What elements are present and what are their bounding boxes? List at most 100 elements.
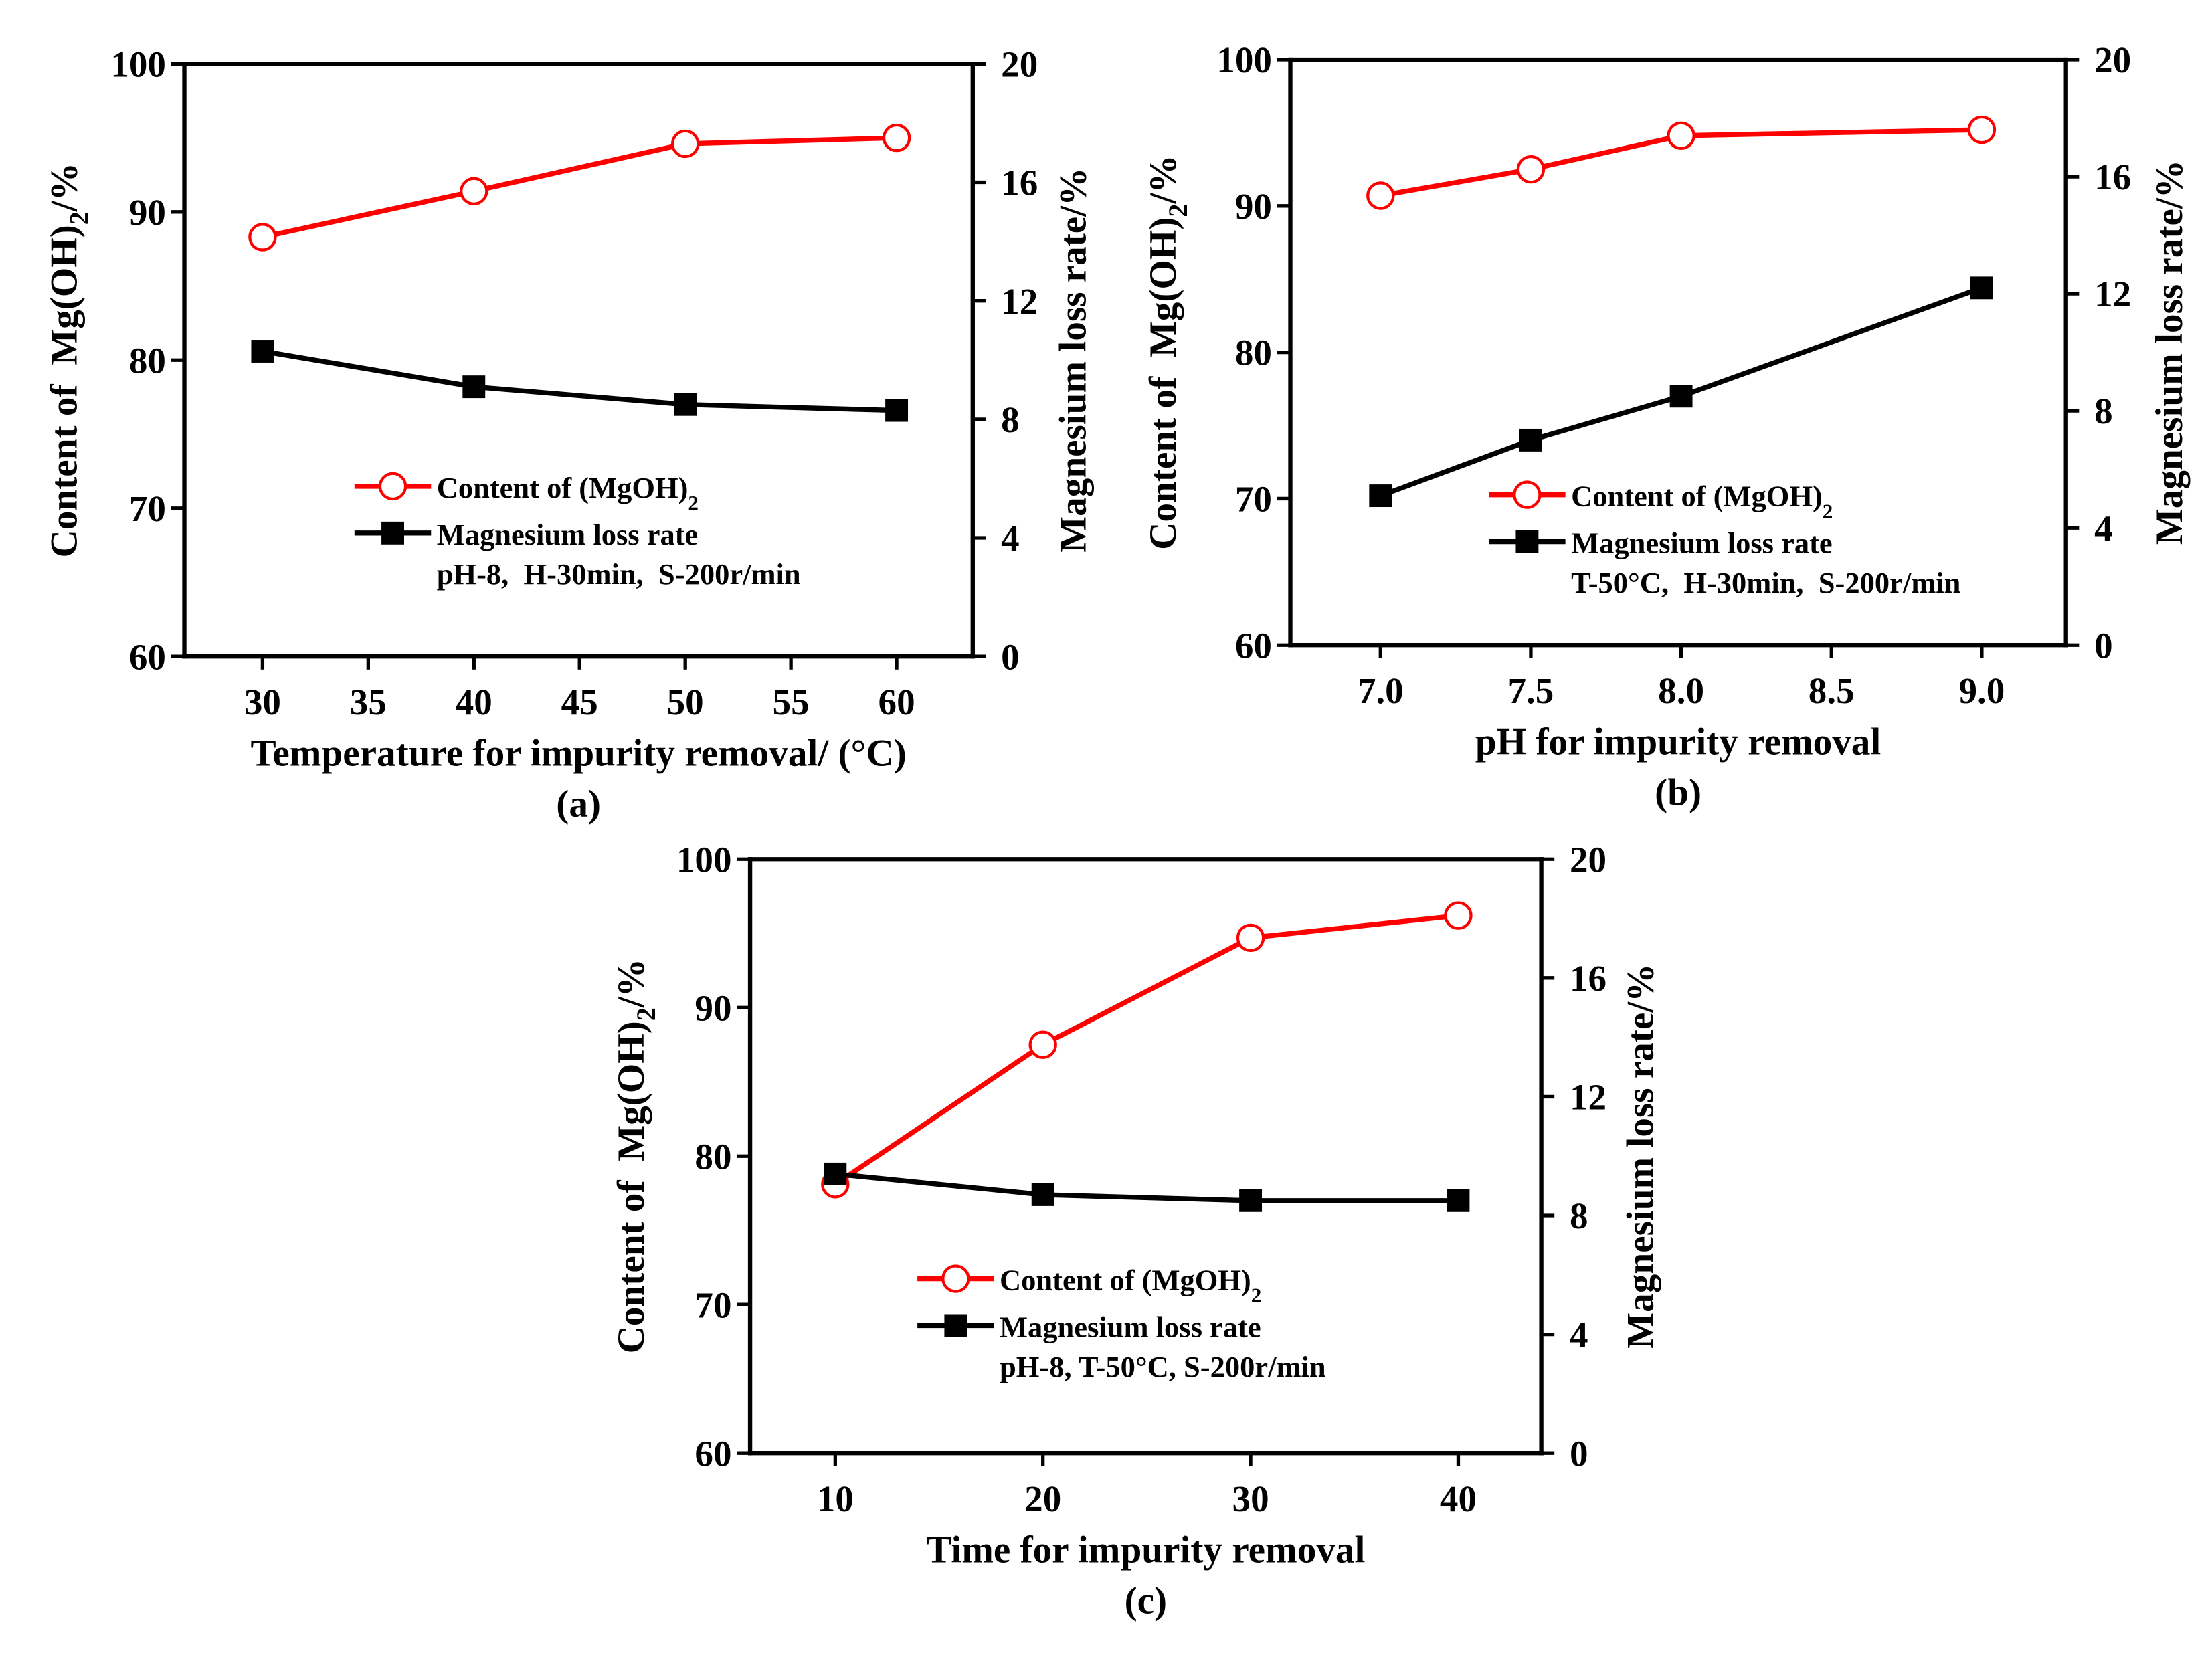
legend-marker-magnesium-loss-rate bbox=[381, 521, 404, 545]
y-axis-title-left: Content of Mg(OH)2/% bbox=[43, 163, 94, 557]
panel-caption: (c) bbox=[1125, 1580, 1168, 1622]
axes bbox=[171, 62, 986, 670]
data-point-content-mgoh2 bbox=[1366, 181, 1395, 210]
x-tick-label: 45 bbox=[561, 682, 598, 722]
y-tick-label-right: 20 bbox=[2094, 39, 2131, 80]
data-point-content-mgoh2 bbox=[1516, 155, 1546, 184]
x-tick-label: 8.0 bbox=[1658, 670, 1704, 711]
y-axis-title-left-main: Content of Mg(OH) bbox=[1141, 217, 1184, 550]
data-point-content-mgoh2 bbox=[670, 129, 700, 159]
legend-marker-magnesium-loss-rate bbox=[944, 1314, 967, 1337]
y-tick-label-right: 0 bbox=[1570, 1433, 1588, 1474]
legend-label-content-mgoh2-main: Content of (MgOH) bbox=[1000, 1263, 1251, 1296]
y-tick-label-right: 4 bbox=[1570, 1315, 1588, 1355]
chart-panel-b: 7.0 7.5 8.0 8.5 9.0 60 70 80 90 100 0 4 8 12 16 20 pH fo… bbox=[1141, 39, 2191, 814]
legend-conditions-note: pH-8, H-30min, S-200r/min bbox=[437, 557, 801, 591]
series-line-content-mgoh2 bbox=[1380, 127, 1982, 199]
series-content-mgoh2 bbox=[1366, 115, 1997, 210]
legend: Content of (MgOH)2 Magnesium loss rate pH-… bbox=[917, 1263, 1326, 1383]
y-tick-label-left: 90 bbox=[695, 987, 731, 1028]
y-tick-label-left: 60 bbox=[1235, 625, 1272, 666]
axes bbox=[737, 857, 1555, 1466]
legend-marker-content-mgoh2 bbox=[941, 1264, 970, 1293]
y-tick-label-right: 4 bbox=[1001, 518, 1020, 559]
y-axis-title-right: Magnesium loss rate/% bbox=[2148, 160, 2191, 545]
y-tick-label-right: 16 bbox=[2094, 157, 2131, 197]
legend-label-content-mgoh2: Content of (MgOH)2 bbox=[437, 471, 699, 514]
legend-marker-magnesium-loss-rate bbox=[1515, 530, 1539, 553]
y-axis-title-left-subscript: 2 bbox=[1163, 204, 1193, 217]
y-tick-label-left: 80 bbox=[129, 340, 166, 381]
y-axis-title-left-main: Content of Mg(OH) bbox=[43, 225, 85, 557]
y-axis-title-left-suffix: /% bbox=[43, 163, 85, 212]
series-magnesium-loss-rate bbox=[1369, 276, 1993, 508]
legend-conditions-note: T-50°C, H-30min, S-200r/min bbox=[1571, 566, 1961, 599]
y-tick-label-left: 80 bbox=[1235, 332, 1272, 373]
y-tick-label-left: 100 bbox=[676, 839, 732, 880]
legend-label-magnesium-loss-rate: Magnesium loss rate bbox=[1571, 526, 1833, 559]
x-tick-label: 7.5 bbox=[1508, 670, 1554, 711]
x-axis-title: Time for impurity removal bbox=[926, 1529, 1365, 1571]
legend-label-content-mgoh2-subscript: 2 bbox=[688, 490, 699, 514]
series-line-content-mgoh2 bbox=[262, 135, 897, 240]
y-tick-label-right: 8 bbox=[1570, 1195, 1588, 1236]
x-tick-label: 8.5 bbox=[1809, 670, 1855, 711]
legend-marker-content-mgoh2 bbox=[1513, 480, 1542, 509]
data-point-magnesium-loss-rate bbox=[885, 399, 909, 422]
series-line-magnesium-loss-rate bbox=[262, 349, 897, 413]
legend-label-content-mgoh2: Content of (MgOH)2 bbox=[1571, 480, 1833, 523]
y-tick-label-right: 20 bbox=[1570, 839, 1606, 880]
y-tick-label-right: 12 bbox=[1001, 281, 1038, 322]
legend-label-content-mgoh2-subscript: 2 bbox=[1251, 1283, 1262, 1306]
legend: Content of (MgOH)2 Magnesium loss rate pH-… bbox=[354, 471, 801, 591]
series-line-magnesium-loss-rate bbox=[1379, 285, 1983, 498]
y-tick-label-left: 100 bbox=[1216, 39, 1272, 80]
legend-label-magnesium-loss-rate: Magnesium loss rate bbox=[1000, 1310, 1261, 1343]
data-point-content-mgoh2 bbox=[1028, 1030, 1057, 1059]
series-line-content-mgoh2 bbox=[834, 912, 1459, 1187]
y-tick-label-right: 16 bbox=[1001, 163, 1038, 203]
x-tick-label: 40 bbox=[456, 682, 492, 722]
data-point-magnesium-loss-rate bbox=[1447, 1189, 1470, 1212]
data-point-content-mgoh2 bbox=[1236, 923, 1265, 953]
y-tick-label-right: 0 bbox=[2094, 625, 2113, 666]
y-tick-label-left: 90 bbox=[129, 192, 166, 233]
y-axis-title-right: Magnesium loss rate/% bbox=[1619, 964, 1661, 1349]
y-tick-label-right: 8 bbox=[1001, 399, 1020, 440]
x-tick-label: 60 bbox=[879, 682, 915, 722]
legend-label-content-mgoh2-main: Content of (MgOH) bbox=[437, 471, 688, 504]
x-tick-label: 20 bbox=[1024, 1478, 1061, 1519]
x-axis-title: pH for impurity removal bbox=[1475, 720, 1881, 763]
x-tick-label: 40 bbox=[1440, 1478, 1477, 1519]
y-tick-label-left: 70 bbox=[129, 488, 166, 529]
data-point-content-mgoh2 bbox=[1667, 121, 1695, 150]
y-tick-label-right: 8 bbox=[2094, 391, 2113, 431]
y-axis-title-left-suffix: /% bbox=[1141, 155, 1184, 204]
tick-labels: 7.0 7.5 8.0 8.5 9.0 60 70 80 90 100 0 4 8 12 16 20 bbox=[1216, 39, 2131, 711]
panel-caption: (a) bbox=[556, 783, 601, 825]
data-point-magnesium-loss-rate bbox=[462, 375, 486, 399]
y-tick-label-left: 60 bbox=[129, 636, 166, 677]
y-axis-title-left-suffix: /% bbox=[610, 959, 652, 1008]
data-point-magnesium-loss-rate bbox=[251, 340, 274, 363]
data-point-magnesium-loss-rate bbox=[1239, 1189, 1263, 1212]
y-tick-label-right: 12 bbox=[1570, 1076, 1606, 1117]
y-tick-label-left: 60 bbox=[695, 1433, 731, 1474]
y-axis-title-left: Content of Mg(OH)2/% bbox=[1141, 155, 1193, 549]
series-magnesium-loss-rate bbox=[824, 1162, 1470, 1212]
chart-panel-a: 30 35 40 45 50 55 60 60 70 80 90 100 0 4 8 12 16 20 Temper… bbox=[43, 43, 1095, 825]
y-axis-title-right: Magnesium loss rate/% bbox=[1052, 168, 1095, 553]
x-tick-label: 30 bbox=[1232, 1478, 1269, 1519]
y-tick-label-right: 12 bbox=[2094, 274, 2131, 314]
x-tick-label: 30 bbox=[244, 682, 281, 722]
x-tick-label: 7.0 bbox=[1358, 670, 1404, 711]
y-tick-label-right: 20 bbox=[1001, 43, 1038, 84]
y-tick-label-left: 100 bbox=[110, 43, 166, 84]
y-tick-label-left: 70 bbox=[1235, 479, 1272, 520]
y-axis-title-left-subscript: 2 bbox=[631, 1007, 661, 1021]
data-point-content-mgoh2 bbox=[1444, 901, 1473, 930]
axis-titles: Time for impurity removal Content of Mg(O… bbox=[610, 959, 1662, 1622]
data-point-magnesium-loss-rate bbox=[1031, 1183, 1054, 1206]
